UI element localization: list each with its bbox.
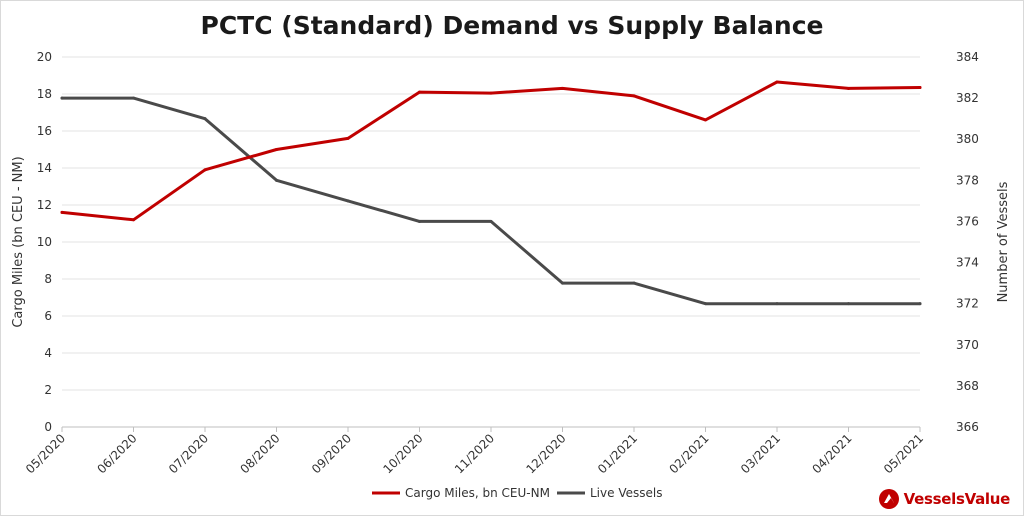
y-left-tick-label: 10	[37, 235, 52, 249]
data-point	[775, 80, 779, 84]
y-left-tick-label: 20	[37, 50, 52, 64]
axes: 0 2 4 6 8 10 12 14 16 18 20 366 368 370 372 374 376 378 38…	[11, 50, 1011, 476]
data-point	[632, 281, 636, 285]
y-right-tick-label: 380	[956, 132, 979, 146]
x-tick-label: 05/2021	[881, 431, 926, 476]
data-point	[60, 210, 64, 214]
x-tick-label: 08/2020	[237, 431, 282, 476]
x-tick-label: 05/2020	[23, 431, 68, 476]
x-tick-label: 09/2020	[309, 431, 354, 476]
x-tick-label: 12/2020	[523, 431, 568, 476]
series-line-cargo-miles	[60, 80, 922, 222]
data-point	[132, 96, 135, 100]
gridlines	[62, 56, 920, 428]
data-point	[847, 302, 850, 306]
y-left-tick-label: 0	[44, 420, 52, 434]
data-point	[561, 86, 564, 90]
y-left-tick-label: 12	[37, 198, 52, 212]
data-point	[203, 168, 207, 172]
x-tick-label: 02/2021	[666, 431, 711, 476]
y-left-tick-label: 16	[37, 124, 52, 138]
y-right-tick-label: 382	[956, 91, 979, 105]
y-right-tick-label: 370	[956, 338, 979, 352]
x-tick-label: 10/2020	[380, 431, 425, 476]
x-tick-label: 06/2020	[94, 431, 139, 476]
data-point	[561, 281, 564, 285]
y-left-tick-label: 6	[44, 309, 52, 323]
data-point	[489, 219, 493, 223]
data-point	[918, 302, 922, 306]
vesselsvalue-logo-icon	[878, 489, 899, 509]
data-point	[60, 96, 64, 100]
x-tick-label: 07/2020	[166, 431, 211, 476]
x-tick-label: 04/2021	[809, 431, 854, 476]
y-right-tick-label: 372	[956, 297, 979, 311]
y-left-tick-label: 8	[44, 272, 52, 286]
data-point	[275, 178, 278, 182]
y-left-tick-label: 18	[37, 87, 52, 101]
brand-name: VesselsValue	[903, 490, 1011, 508]
y-right-tick-label: 384	[956, 50, 979, 64]
y-right-axis-title: Number of Vessels	[996, 181, 1011, 302]
data-point	[203, 117, 207, 121]
data-point	[346, 199, 350, 203]
y-left-tick-label: 2	[44, 383, 52, 397]
chart-title: PCTC (Standard) Demand vs Supply Balance	[201, 11, 824, 40]
data-point	[275, 148, 278, 151]
legend-label: Cargo Miles, bn CEU-NM	[405, 486, 550, 500]
data-point	[918, 86, 922, 90]
data-point	[132, 218, 135, 222]
y-left-axis-title: Cargo Miles (bn CEU - NM)	[11, 156, 26, 327]
data-point	[847, 86, 850, 90]
data-point	[704, 302, 707, 306]
y-left-tick-label: 4	[44, 346, 52, 360]
y-right-tick-label: 374	[956, 256, 979, 270]
y-right-tick-label: 376	[956, 214, 979, 228]
series-line-live-vessels	[60, 96, 922, 306]
data-point	[418, 219, 421, 223]
x-tick-label: 11/2020	[452, 431, 497, 476]
y-right-tick-label: 378	[956, 173, 979, 187]
data-point	[489, 91, 493, 95]
legend: Cargo Miles, bn CEU-NM Live Vessels	[372, 486, 662, 500]
legend-label: Live Vessels	[590, 486, 662, 500]
data-point	[346, 136, 350, 140]
y-right-tick-label: 368	[956, 379, 979, 393]
brand-logo: VesselsValue	[878, 488, 1010, 510]
x-tick-label: 03/2021	[738, 431, 783, 476]
data-point	[418, 90, 421, 94]
series-lines	[60, 80, 922, 306]
data-point	[775, 302, 779, 306]
data-point	[704, 118, 707, 122]
y-right-tick-label: 366	[956, 420, 979, 434]
y-left-tick-label: 14	[37, 161, 52, 175]
data-point	[632, 94, 636, 98]
x-tick-label: 01/2021	[595, 431, 640, 476]
